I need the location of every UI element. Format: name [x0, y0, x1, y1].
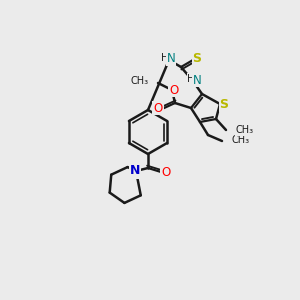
- Text: N: N: [130, 164, 140, 178]
- Text: H: H: [187, 74, 195, 84]
- Text: S: S: [193, 52, 202, 65]
- Text: S: S: [220, 98, 229, 110]
- Text: O: O: [161, 166, 171, 178]
- Text: N: N: [167, 52, 176, 65]
- Text: O: O: [153, 101, 163, 115]
- Text: N: N: [193, 74, 201, 86]
- Text: CH₃: CH₃: [236, 125, 254, 135]
- Text: CH₃: CH₃: [131, 76, 149, 86]
- Text: CH₃: CH₃: [232, 135, 250, 145]
- Text: H: H: [161, 53, 169, 63]
- Text: O: O: [169, 83, 178, 97]
